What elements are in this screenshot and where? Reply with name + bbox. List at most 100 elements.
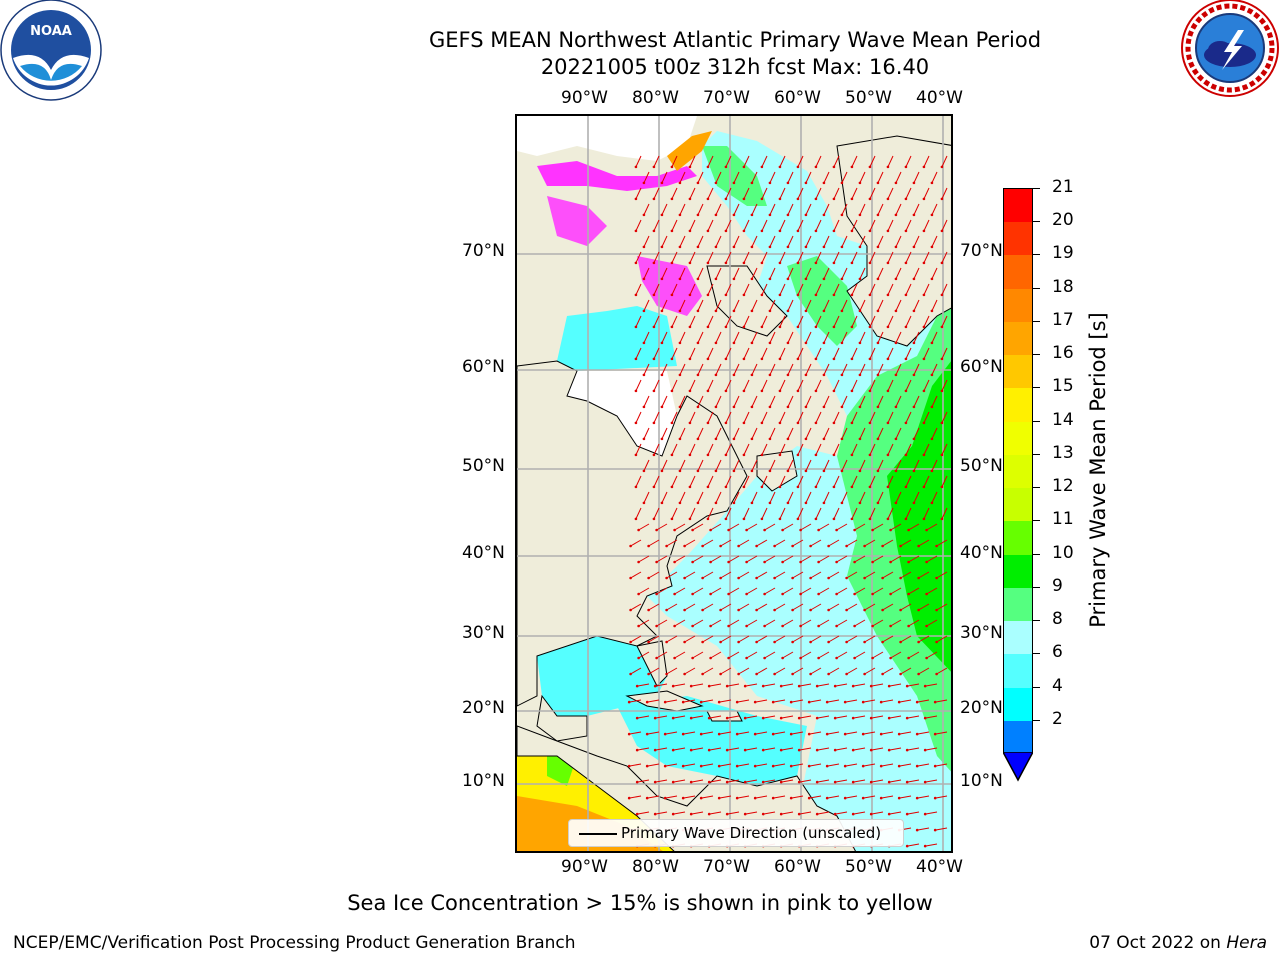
wave-arrow-head — [922, 197, 926, 201]
wave-arrow — [745, 715, 758, 719]
lat-tick-right: 60°N — [960, 357, 1003, 377]
wave-arrow — [872, 619, 884, 627]
wave-arrow-head — [773, 672, 776, 676]
wave-arrow-head — [832, 421, 836, 425]
wave-arrow — [913, 267, 920, 280]
wave-arrow-head — [773, 544, 776, 548]
wave-arrow-head — [889, 560, 892, 564]
wave-arrow-head — [899, 544, 902, 548]
wave-arrow-head — [850, 165, 854, 169]
wave-arrow — [936, 667, 948, 675]
wave-arrow — [733, 331, 740, 344]
wave-arrow — [689, 187, 696, 200]
colorbar-segment — [1004, 388, 1032, 423]
wave-arrow-head — [887, 748, 891, 752]
wave-arrow — [635, 411, 642, 424]
wave-arrow — [782, 619, 794, 627]
wave-arrow-head — [917, 608, 920, 612]
wave-arrow — [941, 411, 948, 424]
wave-arrow-head — [768, 437, 772, 441]
wave-arrow-head — [653, 684, 657, 688]
colorbar-tick-mark — [1033, 586, 1040, 588]
lat-tick-left: 60°N — [462, 357, 505, 377]
wave-arrow-head — [876, 277, 880, 281]
wave-arrow — [815, 251, 822, 264]
wave-arrow — [761, 251, 768, 264]
wave-arrow — [666, 539, 678, 547]
wave-arrow-head — [670, 197, 674, 201]
noaa-logo-text: NOAA — [30, 24, 72, 39]
lon-tick-top: 70°W — [703, 88, 750, 108]
wave-arrow — [931, 395, 938, 408]
wave-arrow — [691, 811, 704, 815]
wave-arrow-head — [876, 437, 880, 441]
wave-arrow — [851, 219, 858, 232]
wave-arrow — [797, 443, 804, 456]
wave-arrow — [671, 507, 678, 520]
colorbar-segment — [1004, 421, 1032, 456]
wave-arrow-head — [922, 485, 926, 489]
wave-arrow — [941, 251, 948, 264]
wave-arrow-head — [930, 181, 934, 185]
wave-arrow-head — [742, 325, 746, 329]
wave-arrow-head — [904, 389, 908, 393]
wave-arrow-head — [786, 437, 790, 441]
wave-arrow — [655, 715, 668, 719]
wave-arrow — [810, 635, 822, 643]
wave-arrow — [805, 203, 812, 216]
wave-arrow — [656, 555, 668, 563]
wave-arrow-head — [912, 213, 916, 217]
wave-arrow-head — [887, 684, 891, 688]
wave-arrow — [889, 715, 902, 719]
wave-arrow — [643, 363, 650, 376]
wave-arrow-head — [869, 684, 873, 688]
wave-arrow-head — [763, 624, 766, 628]
wave-arrow — [674, 587, 686, 595]
wave-arrow — [727, 779, 740, 783]
map-subtitle-run: 20221005 t00z 312h fcst Max: 16.40 — [540, 55, 930, 79]
wave-arrow — [917, 731, 930, 735]
wave-arrow-head — [750, 469, 754, 473]
wave-arrow-head — [850, 197, 854, 201]
wave-arrow-head — [796, 485, 800, 489]
wave-arrow-head — [706, 165, 710, 169]
wave-arrow-head — [858, 469, 862, 473]
wave-arrow — [864, 603, 876, 611]
wave-arrow-head — [930, 245, 934, 249]
wave-arrow — [923, 187, 930, 200]
wave-arrow — [908, 523, 920, 531]
wave-arrow — [751, 459, 758, 472]
wave-arrow-head — [732, 181, 736, 185]
wave-arrow-head — [678, 501, 682, 505]
wave-arrow-head — [755, 608, 758, 612]
wave-arrow — [653, 443, 660, 456]
wave-arrow-head — [797, 812, 801, 816]
wave-arrow — [661, 459, 668, 472]
wave-arrow — [655, 779, 668, 783]
wave-arrow — [707, 379, 714, 392]
wave-arrow — [635, 507, 642, 520]
wave-arrow-head — [735, 764, 739, 768]
wave-arrow — [809, 795, 822, 799]
wave-arrow — [859, 267, 866, 280]
wave-arrow — [859, 395, 866, 408]
wave-arrow-head — [904, 293, 908, 297]
wave-arrow — [715, 235, 722, 248]
wave-arrow-head — [750, 437, 754, 441]
wave-arrow-head — [655, 656, 658, 660]
wave-arrow-head — [678, 277, 682, 281]
wave-arrow-head — [717, 796, 721, 800]
wave-arrow — [719, 699, 732, 703]
lat-tick-right: 20°N — [960, 698, 1003, 718]
wave-arrow — [643, 491, 650, 504]
wave-arrow-head — [665, 608, 668, 612]
wave-arrow-head — [727, 560, 730, 564]
wave-arrow — [743, 283, 750, 296]
wave-arrow-head — [840, 373, 844, 377]
wave-arrow — [679, 427, 686, 440]
wave-arrow-head — [796, 325, 800, 329]
wave-arrow — [853, 715, 866, 719]
wave-arrow — [653, 187, 660, 200]
wave-arrow — [845, 763, 858, 767]
wave-arrow-head — [737, 608, 740, 612]
